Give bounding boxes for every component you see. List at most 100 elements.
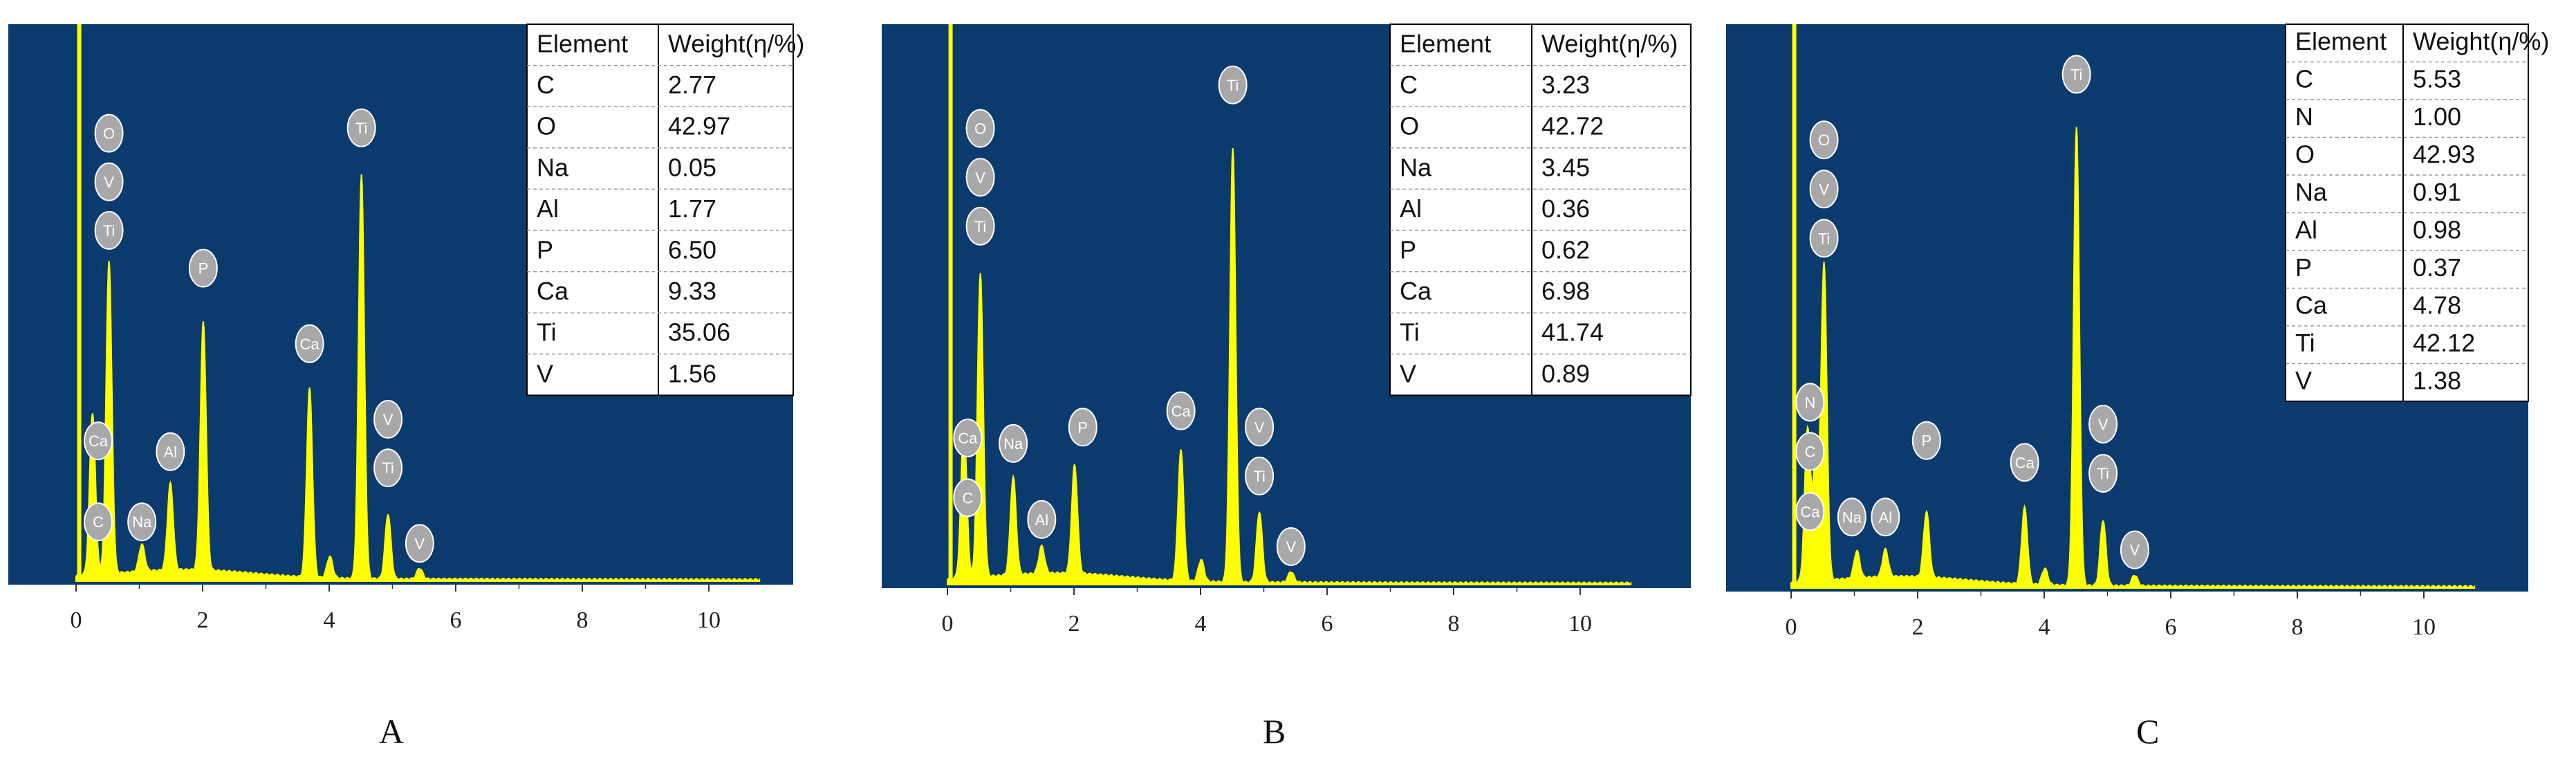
peak-label-text: V — [2130, 542, 2140, 559]
peak-label-text: Al — [1879, 509, 1893, 526]
peak-label-badge — [965, 206, 995, 246]
peak-label-badge — [1218, 65, 1248, 104]
peak-label-text: P — [1921, 432, 1931, 450]
table-header-weight: Weight(η/%) — [1541, 30, 1678, 58]
table-cell-weight: 3.23 — [1541, 71, 1590, 99]
peak-label-badge — [1809, 120, 1839, 160]
peak-label-text: O — [103, 125, 115, 143]
peak-label-ca-8: Ca — [295, 324, 324, 363]
peak-label-text: Al — [1035, 511, 1049, 529]
table-cell-element: Al — [1400, 194, 1422, 223]
peak-label-o-0: O — [965, 109, 995, 148]
peak-label-v-13: V — [2120, 530, 2149, 569]
peak-label-badge — [373, 448, 403, 488]
peak-label-text: V — [1819, 181, 1829, 198]
peak-label-ti-2: Ti — [1809, 219, 1839, 258]
peak-label-na-5: Na — [127, 502, 157, 542]
peak-label-text: Na — [1842, 509, 1862, 526]
peak-label-p-8: P — [1911, 421, 1941, 460]
table-cell-element: Ca — [537, 277, 569, 305]
peak-label-badge — [1245, 408, 1275, 447]
table-cell-weight: 35.06 — [668, 318, 730, 347]
table-header-weight: Weight(η/%) — [2413, 27, 2549, 55]
caption-a: A — [379, 712, 405, 751]
x-tick-label: 2 — [197, 607, 209, 633]
x-tick-label: 10 — [1568, 611, 1592, 637]
peak-label-c-4: C — [84, 502, 113, 542]
table-cell-weight: 1.00 — [2413, 102, 2461, 131]
peak-label-badge — [94, 162, 124, 201]
table-cell-weight: 0.05 — [668, 153, 716, 181]
peak-label-badge — [1871, 497, 1900, 537]
peak-label-badge — [1911, 421, 1941, 460]
peak-label-text: Na — [1003, 435, 1023, 452]
x-tick-label: 0 — [942, 611, 954, 637]
table-cell-element: V — [1400, 359, 1416, 387]
eds-panel-c: O V Ti N C Ca Na Al P Ca Ti V Ti V 0 2 4 6 8 10 Element Weigh… — [1722, 0, 2576, 768]
peak-label-ti-11: Ti — [1245, 457, 1275, 495]
peak-label-v-12: V — [405, 524, 434, 563]
peak-label-text: V — [383, 411, 393, 428]
peak-label-al-7: Al — [1871, 497, 1900, 537]
peak-label-c-4: C — [1795, 432, 1825, 471]
peak-label-ca-3: Ca — [84, 421, 113, 461]
table-cell-element: C — [1400, 71, 1418, 99]
peak-label-v-10: V — [1245, 408, 1275, 447]
caption-b: B — [1263, 712, 1286, 751]
table-cell-weight: 3.45 — [1541, 153, 1590, 181]
peak-label-o-0: O — [1809, 120, 1839, 160]
table-cell-weight: 42.97 — [668, 112, 730, 140]
peak-label-badge — [84, 421, 113, 461]
peak-label-badge — [953, 419, 983, 458]
x-tick-label: 6 — [450, 607, 462, 633]
peak-label-badge — [1027, 500, 1057, 539]
peak-label-badge — [1795, 432, 1825, 471]
peak-label-text: Ti — [382, 459, 394, 477]
peak-label-text: Ti — [103, 222, 115, 239]
peak-label-badge — [965, 158, 995, 197]
peak-label-text: V — [975, 169, 985, 186]
table-cell-element: P — [2295, 253, 2312, 282]
peak-label-text: Ca — [300, 336, 320, 353]
peak-label-text: Ca — [958, 430, 978, 447]
peak-label-text: Ti — [1253, 468, 1266, 485]
peak-label-badge — [1795, 492, 1825, 531]
table-cell-element: C — [537, 71, 555, 99]
x-tick-label: 4 — [324, 607, 335, 633]
peak-label-badge — [1809, 170, 1839, 209]
peak-label-p-7: P — [188, 248, 218, 288]
peak-label-badge — [2088, 454, 2118, 493]
peak-label-text: V — [415, 535, 425, 552]
peak-label-badge — [346, 108, 376, 147]
peak-label-badge — [1068, 408, 1097, 447]
table-cell-element: Ti — [1400, 318, 1420, 347]
peak-label-badge — [127, 502, 157, 542]
table-cell-weight: 1.56 — [668, 359, 716, 387]
peak-label-text: P — [198, 260, 209, 277]
peak-label-badge — [1795, 383, 1825, 422]
table-cell-weight: 1.38 — [2413, 367, 2461, 395]
peak-label-text: V — [104, 174, 114, 191]
x-tick-label: 6 — [2165, 614, 2177, 640]
peak-label-text: V — [1254, 419, 1265, 436]
peak-label-v-1: V — [965, 158, 995, 197]
peak-label-badge — [999, 423, 1028, 463]
x-tick-label: 2 — [1912, 614, 1924, 640]
table-cell-element: P — [537, 236, 553, 264]
peak-label-ti-2: Ti — [94, 211, 124, 250]
peak-label-v-1: V — [94, 162, 124, 201]
peak-label-badge — [2061, 55, 2091, 94]
x-tick-label: 0 — [1786, 614, 1797, 640]
peak-label-text: Ca — [2015, 454, 2035, 471]
peak-label-text: V — [1286, 538, 1297, 556]
peak-label-text: O — [1818, 131, 1830, 149]
eds-panel-b: O V Ti Ca C Na Al P Ca Ti V Ti V 0 2 4 6 8 10 Element Weight… — [861, 0, 1715, 768]
peak-label-c-4: C — [953, 478, 983, 518]
peak-label-v-10: V — [373, 400, 403, 439]
peak-label-badge — [2120, 530, 2149, 569]
peak-label-badge — [1276, 527, 1306, 567]
x-tick-label: 10 — [2412, 614, 2436, 640]
peak-label-badge — [2088, 405, 2118, 444]
peak-label-ca-5: Ca — [1795, 492, 1825, 531]
peak-label-v-12: V — [1276, 527, 1306, 567]
